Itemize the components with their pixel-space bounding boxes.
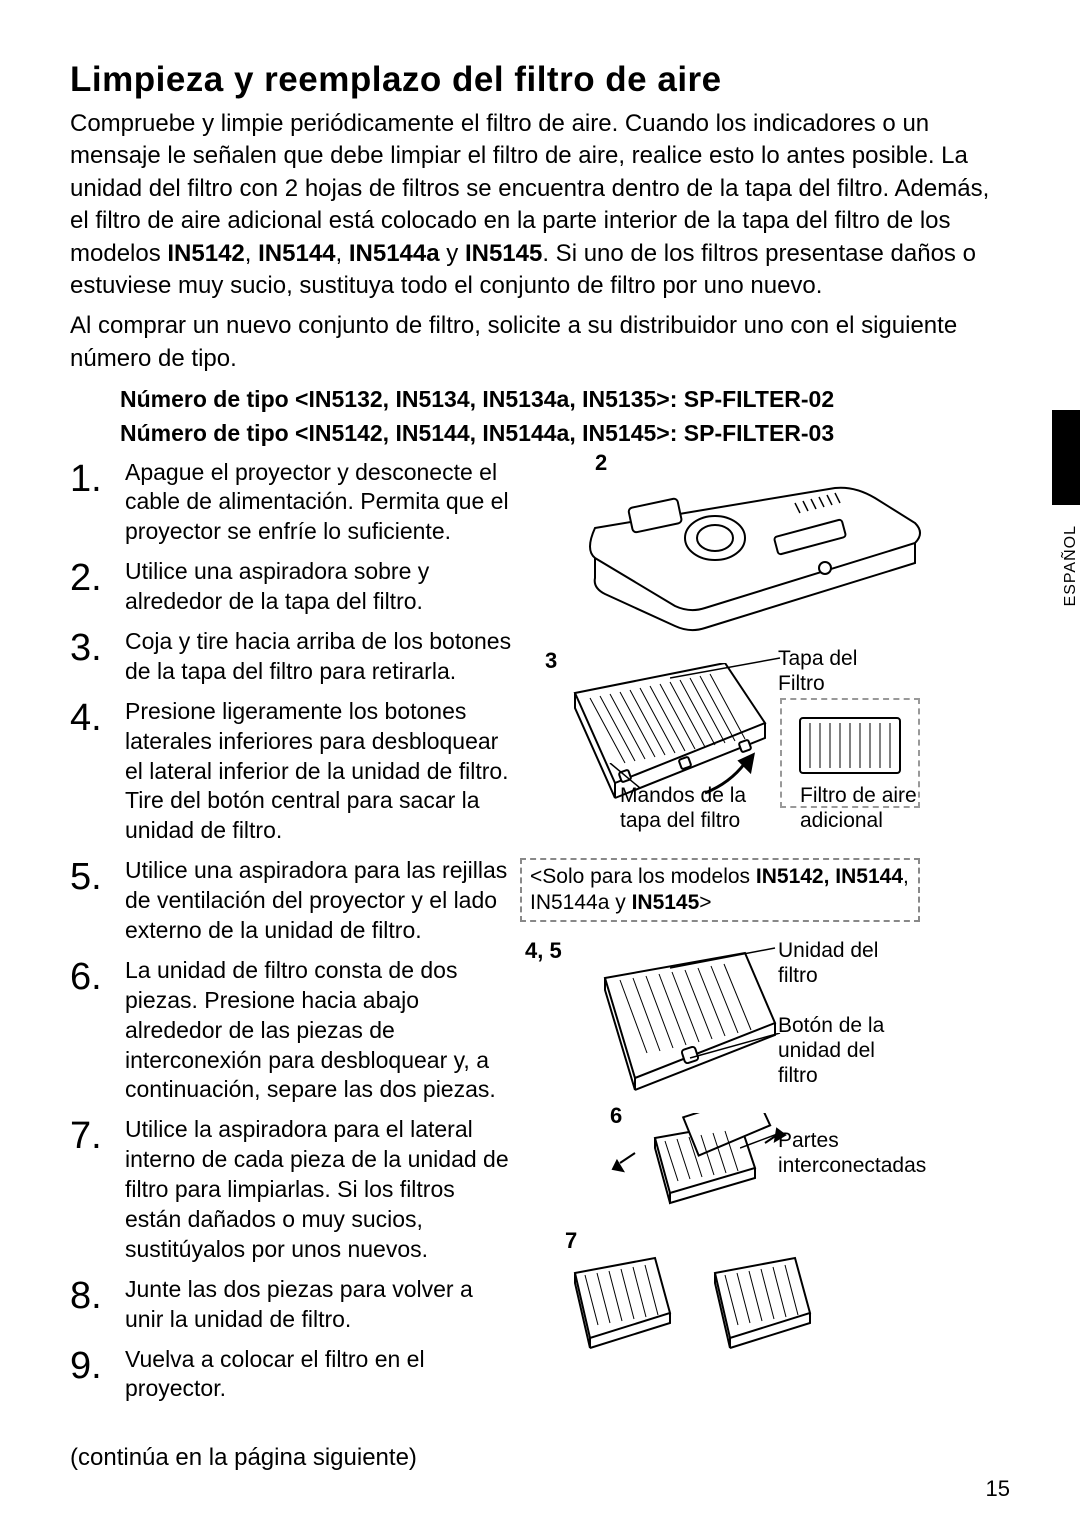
step-7: 7.Utilice la aspiradora para el lateral … xyxy=(70,1115,515,1264)
step-text: Coja y tire hacia arriba de los botones … xyxy=(125,627,515,687)
page-title: Limpieza y reemplazo del filtro de aire xyxy=(70,60,1010,100)
step-num: 5. xyxy=(70,856,125,896)
type-number-1: Número de tipo <IN5132, IN5134, IN5134a,… xyxy=(120,383,1010,415)
step-num: 4. xyxy=(70,697,125,737)
step-num: 1. xyxy=(70,458,125,498)
leader-line-mandos xyxy=(600,763,670,813)
leader-line-boton xyxy=(685,1033,795,1073)
step-9: 9.Vuelva a colocar el filtro en el proye… xyxy=(70,1345,515,1405)
leader-line-tapa xyxy=(670,653,790,693)
diagram: 2 xyxy=(525,458,995,1458)
step-num: 3. xyxy=(70,627,125,667)
diagram-column: 2 xyxy=(525,458,995,1458)
page-number: 15 xyxy=(986,1476,1010,1502)
note-b1: IN5142, IN5144 xyxy=(756,865,903,888)
step-num: 6. xyxy=(70,956,125,996)
fig-num-6: 6 xyxy=(610,1103,622,1129)
fig-num-7: 7 xyxy=(565,1228,577,1254)
two-pieces-figure xyxy=(555,1243,855,1383)
step-num: 2. xyxy=(70,557,125,597)
step-8: 8.Junte las dos piezas para volver a uni… xyxy=(70,1275,515,1335)
step-num: 9. xyxy=(70,1345,125,1385)
additional-filter-figure xyxy=(790,708,910,788)
step-text: La unidad de filtro consta de dos piezas… xyxy=(125,956,515,1105)
language-side-label: ESPAÑOL xyxy=(1062,525,1080,606)
step-1: 1.Apague el proyector y desconecte el ca… xyxy=(70,458,515,548)
model-1: IN5142 xyxy=(167,240,244,267)
fig-num-2: 2 xyxy=(595,450,607,476)
leader-line-unidad xyxy=(670,943,790,983)
note-pre: <Solo para los modelos xyxy=(530,865,756,888)
step-5: 5.Utilice una aspiradora para las rejill… xyxy=(70,856,515,946)
intro-paragraph: Compruebe y limpie periódicamente el fil… xyxy=(70,108,1010,302)
step-num: 8. xyxy=(70,1275,125,1315)
step-2: 2.Utilice una aspiradora sobre y alreded… xyxy=(70,557,515,617)
step-text: Utilice una aspiradora sobre y alrededor… xyxy=(125,557,515,617)
fig-num-3: 3 xyxy=(545,648,557,674)
note-b2: IN5145 xyxy=(632,891,700,914)
note-models-box: <Solo para los modelos IN5142, IN5144, I… xyxy=(520,858,920,923)
step-num: 7. xyxy=(70,1115,125,1155)
step-4: 4.Presione ligeramente los botones later… xyxy=(70,697,515,846)
label-boton: Botón de la unidad del filtro xyxy=(778,1013,918,1089)
step-text: Vuelva a colocar el filtro en el proyect… xyxy=(125,1345,515,1405)
model-2: IN5144 xyxy=(258,240,335,267)
label-unidad: Unidad del filtro xyxy=(778,938,898,988)
side-tab xyxy=(1052,410,1080,505)
step-text: Apague el proyector y desconecte el cabl… xyxy=(125,458,515,548)
label-partes: Partes interconectadas xyxy=(778,1128,928,1178)
model-3: IN5144a xyxy=(349,240,440,267)
step-text: Utilice una aspiradora para las rejillas… xyxy=(125,856,515,946)
model-4: IN5145 xyxy=(465,240,542,267)
fig-num-45: 4, 5 xyxy=(525,938,562,964)
step-6: 6.La unidad de filtro consta de dos piez… xyxy=(70,956,515,1105)
type-number-2: Número de tipo <IN5142, IN5144, IN5144a,… xyxy=(120,417,1010,449)
step-text: Presione ligeramente los botones lateral… xyxy=(125,697,515,846)
continue-note: (continúa en la página siguiente) xyxy=(70,1444,515,1472)
label-tapa: Tapa del Filtro xyxy=(778,646,873,696)
intro-paragraph-2: Al comprar un nuevo conjunto de filtro, … xyxy=(70,310,1010,375)
step-text: Junte las dos piezas para volver a unir … xyxy=(125,1275,515,1335)
leader-line-partes xyxy=(740,1128,800,1158)
steps-column: 1.Apague el proyector y desconecte el ca… xyxy=(70,458,525,1473)
label-filtro-adic: Filtro de aire adicional xyxy=(800,783,930,833)
projector-top-figure xyxy=(575,468,935,668)
note-post: > xyxy=(699,891,711,914)
step-text: Utilice la aspiradora para el lateral in… xyxy=(125,1115,515,1264)
step-3: 3.Coja y tire hacia arriba de los botone… xyxy=(70,627,515,687)
